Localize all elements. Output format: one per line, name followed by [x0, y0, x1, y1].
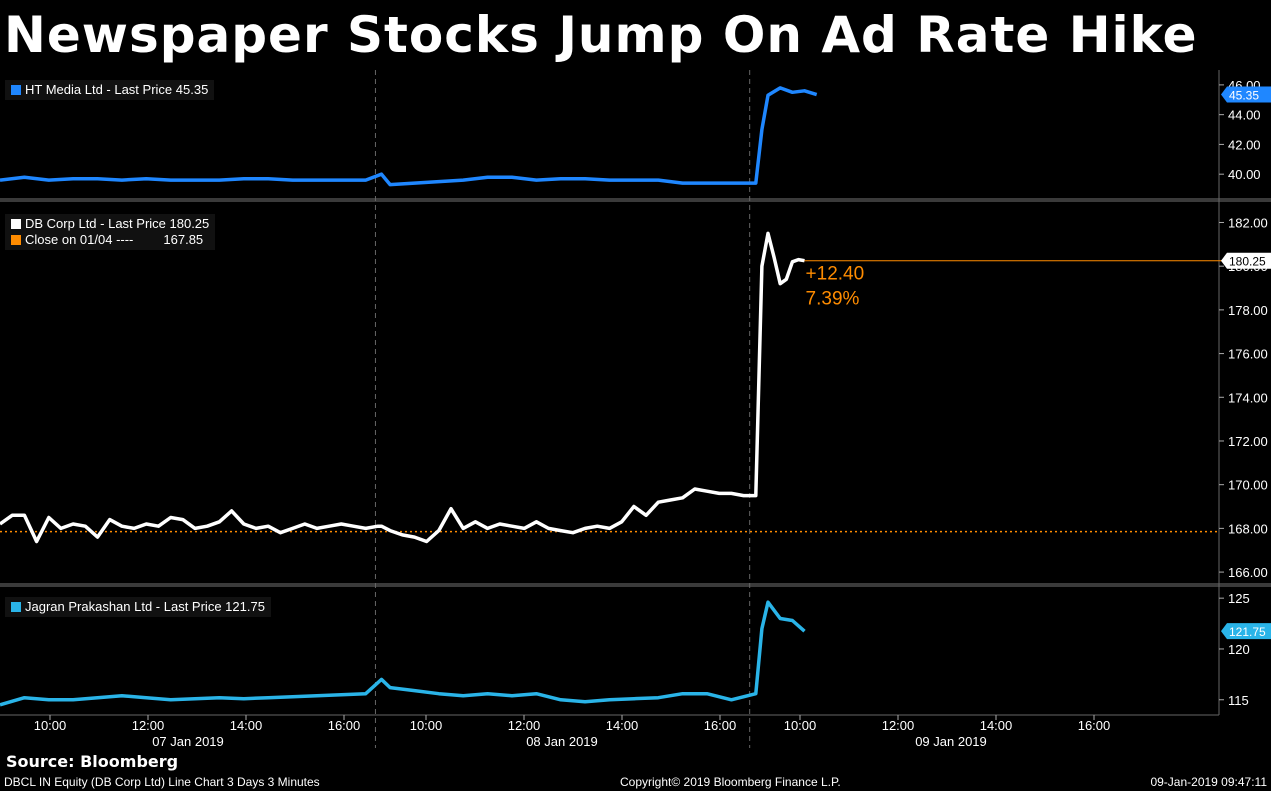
y-tick-label: 125 — [1228, 591, 1250, 606]
x-tick-label: 14:00 — [230, 718, 263, 733]
y-tick-label: 174.00 — [1228, 390, 1268, 405]
date-label: 09 Jan 2019 — [915, 734, 987, 749]
y-tick-label: 172.00 — [1228, 434, 1268, 449]
x-tick-label: 10:00 — [34, 718, 67, 733]
y-tick-label: 166.00 — [1228, 565, 1268, 580]
legend-ht-media: HT Media Ltd - Last Price 45.35 — [5, 80, 215, 100]
source-label: Source: Bloomberg — [6, 752, 179, 771]
series-line-2 — [0, 600, 806, 707]
legend-db-corp-label: DB Corp Ltd - Last Price 180.25 — [25, 216, 210, 231]
y-tick-label: 42.00 — [1228, 137, 1261, 152]
last-price-marker — [1221, 623, 1271, 640]
y-tick-label: 178.00 — [1228, 303, 1268, 318]
panel-divider — [0, 198, 1271, 202]
legend-ht-media-label: HT Media Ltd - Last Price 45.35 — [25, 82, 209, 97]
legend-close-label: Close on 01/04 ---- — [25, 232, 134, 247]
panel-divider — [0, 583, 1271, 587]
change-annotation: +12.40 — [806, 264, 865, 285]
y-tick-label: 168.00 — [1228, 521, 1268, 536]
last-price-label: 180.25 — [1229, 255, 1266, 269]
y-tick-label: 120 — [1228, 642, 1250, 657]
date-label: 07 Jan 2019 — [152, 734, 224, 749]
y-tick-label: 170.00 — [1228, 478, 1268, 493]
legend-jagran-label: Jagran Prakashan Ltd - Last Price 121.75 — [25, 599, 265, 614]
y-tick-label: 176.00 — [1228, 347, 1268, 362]
last-price-marker — [1221, 86, 1271, 103]
x-tick-label: 16:00 — [1078, 718, 1111, 733]
x-tick-label: 12:00 — [508, 718, 541, 733]
y-tick-label: 44.00 — [1228, 108, 1261, 123]
x-tick-label: 10:00 — [784, 718, 817, 733]
legend-db-corp: DB Corp Ltd - Last Price 180.25 Close on… — [5, 214, 216, 250]
series-line-0 — [0, 86, 818, 187]
x-tick-label: 14:00 — [980, 718, 1013, 733]
jagran-swatch — [11, 602, 21, 612]
series-line-1 — [0, 231, 805, 544]
x-tick-label: 12:00 — [132, 718, 165, 733]
last-price-label: 121.75 — [1229, 625, 1266, 639]
y-tick-label: 182.00 — [1228, 215, 1268, 230]
page-title: Newspaper Stocks Jump On Ad Rate Hike — [4, 6, 1198, 64]
ht-media-swatch — [11, 85, 21, 95]
close-swatch — [11, 235, 21, 245]
date-label: 08 Jan 2019 — [526, 734, 598, 749]
footer-left: DBCL IN Equity (DB Corp Ltd) Line Chart … — [4, 775, 320, 789]
last-price-label: 45.35 — [1229, 89, 1259, 103]
x-tick-label: 16:00 — [704, 718, 737, 733]
change-pct-annotation: 7.39% — [806, 289, 860, 310]
x-tick-label: 10:00 — [410, 718, 443, 733]
footer-center: Copyright© 2019 Bloomberg Finance L.P. — [620, 775, 841, 789]
footer-right: 09-Jan-2019 09:47:11 — [1150, 775, 1267, 789]
last-price-marker — [1221, 252, 1271, 269]
x-tick-label: 12:00 — [882, 718, 915, 733]
legend-jagran: Jagran Prakashan Ltd - Last Price 121.75 — [5, 597, 271, 617]
db-corp-swatch — [11, 219, 21, 229]
y-tick-label: 40.00 — [1228, 167, 1261, 182]
x-tick-label: 14:00 — [606, 718, 639, 733]
x-tick-label: 16:00 — [328, 718, 361, 733]
legend-close-value: 167.85 — [163, 232, 204, 247]
y-tick-label: 115 — [1228, 693, 1249, 708]
